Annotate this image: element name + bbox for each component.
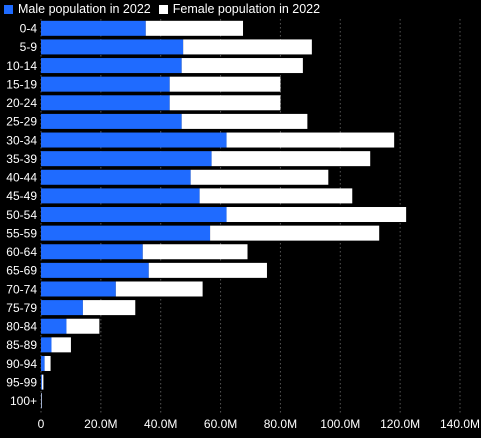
legend-swatch-female	[158, 4, 168, 14]
bar-male	[41, 225, 211, 241]
bar-female	[41, 393, 42, 409]
bar-male	[41, 132, 227, 148]
x-tick-label: 0	[38, 417, 45, 431]
bar-male	[41, 58, 182, 74]
y-tick-label: 15-19	[6, 77, 37, 91]
y-tick-label: 50-54	[6, 208, 37, 222]
bar-female	[226, 132, 395, 148]
y-tick-label: 5-9	[20, 40, 38, 54]
y-tick-label: 75-79	[6, 301, 37, 315]
legend-label-male: Male population in 2022	[18, 2, 151, 16]
x-tick-label: 40.0M	[144, 417, 177, 431]
y-tick-label: 90-94	[6, 357, 37, 371]
bar-male	[41, 281, 116, 297]
y-tick-label: 85-89	[6, 338, 37, 352]
y-tick-label: 30-34	[6, 133, 37, 147]
x-tick-label: 80.0M	[264, 417, 297, 431]
bar-female	[181, 58, 303, 74]
bar-male	[41, 262, 149, 278]
y-tick-label: 65-69	[6, 264, 37, 278]
bar-male	[41, 374, 42, 390]
legend-item-male: Male population in 2022	[4, 2, 151, 16]
bar-female	[190, 169, 329, 185]
bar-male	[41, 207, 227, 223]
y-tick-label: 40-44	[6, 171, 37, 185]
bar-male	[41, 20, 146, 36]
bar-male	[41, 337, 52, 353]
y-tick-label: 0-4	[20, 22, 38, 36]
bar-female	[183, 39, 312, 55]
y-tick-label: 20-24	[6, 96, 37, 110]
bar-female	[51, 337, 71, 353]
bar-male	[41, 113, 182, 129]
bar-female	[199, 188, 353, 204]
legend-swatch-male	[4, 4, 13, 14]
bar-female	[44, 355, 51, 371]
bar-male	[41, 244, 143, 260]
bar-male	[41, 355, 45, 371]
bar-female	[142, 244, 248, 260]
bar-female	[169, 95, 281, 111]
bar-female	[82, 300, 136, 316]
bar-female	[169, 76, 281, 92]
y-tick-label: 55-59	[6, 226, 37, 240]
bar-male	[41, 95, 170, 111]
y-tick-label: 60-64	[6, 245, 37, 259]
bar-female	[211, 151, 371, 167]
bar-male	[41, 76, 170, 92]
bar-male	[41, 188, 200, 204]
bar-female	[115, 281, 203, 297]
x-tick-label: 140.0M	[440, 417, 480, 431]
y-tick-label: 25-29	[6, 115, 37, 129]
bar-male	[41, 169, 191, 185]
x-tick-label: 60.0M	[204, 417, 237, 431]
bar-male	[41, 300, 83, 316]
y-tick-label: 80-84	[6, 320, 37, 334]
bar-female	[181, 113, 308, 129]
legend-label-female: Female population in 2022	[172, 2, 321, 16]
legend-item-female: Female population in 2022	[158, 2, 321, 16]
bar-female	[148, 262, 267, 278]
bar-female	[226, 207, 407, 223]
y-tick-label: 100+	[10, 394, 37, 408]
bar-male	[41, 318, 67, 334]
x-tick-label: 120.0M	[380, 417, 420, 431]
x-tick-label: 20.0M	[84, 417, 117, 431]
bar-female	[145, 20, 244, 36]
y-tick-label: 45-49	[6, 189, 37, 203]
legend: Male population in 2022 Female populatio…	[4, 1, 328, 17]
y-tick-label: 70-74	[6, 282, 37, 296]
bar-male	[41, 39, 184, 55]
y-tick-label: 95-99	[6, 375, 37, 389]
bar-male	[41, 151, 212, 167]
y-tick-label: 10-14	[6, 59, 37, 73]
x-tick-label: 100.0M	[320, 417, 360, 431]
y-tick-label: 35-39	[6, 152, 37, 166]
bar-female	[210, 225, 380, 241]
bar-female	[41, 374, 44, 390]
bar-female	[66, 318, 100, 334]
